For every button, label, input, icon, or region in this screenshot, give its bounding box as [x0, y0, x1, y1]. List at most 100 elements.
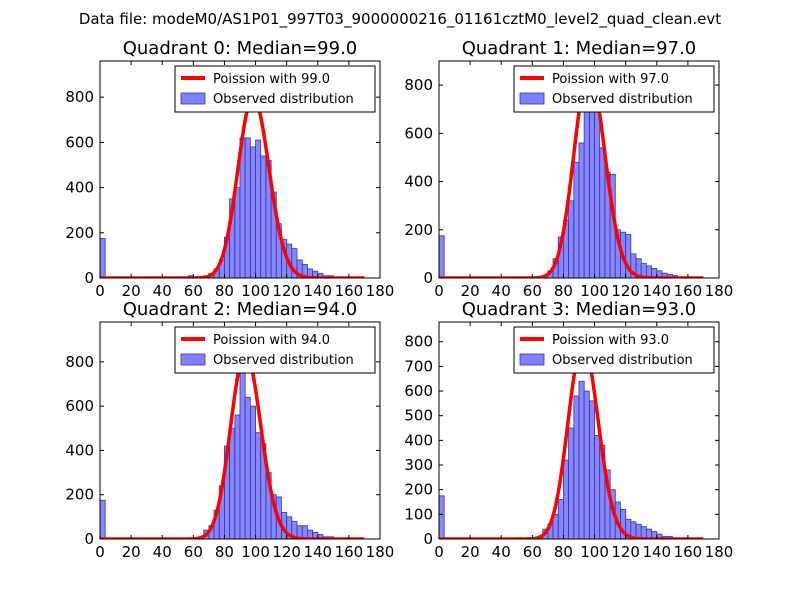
histogram-bar	[250, 146, 256, 278]
histogram-bar	[229, 427, 236, 539]
histogram-bar	[250, 405, 256, 539]
subplot-quadrant-3: 0 20 40 60 80 100 120 140 160 1800100200300400500…	[404, 299, 733, 561]
histogram-bar	[439, 495, 445, 539]
legend: Poission with 93.0 Observed distribution	[513, 326, 715, 374]
x-tick-label: 100	[580, 282, 609, 300]
x-tick-label: 0	[434, 282, 444, 300]
histogram-bar	[578, 380, 585, 539]
y-tick-label: 200	[404, 221, 433, 239]
y-tick-label: 0	[84, 530, 94, 548]
legend-poisson-label: Poission with 94.0	[213, 333, 330, 348]
x-tick-label: 0	[95, 282, 105, 300]
x-tick-label: 20	[122, 282, 141, 300]
y-tick-label: 800	[65, 353, 94, 371]
histogram-bar	[100, 499, 106, 539]
x-tick-label: 20	[461, 282, 480, 300]
x-tick-label: 80	[554, 543, 573, 561]
x-tick-label: 60	[523, 543, 542, 561]
legend-observed-label: Observed distribution	[213, 353, 354, 368]
x-tick-label: 80	[215, 282, 234, 300]
legend-poisson-label: Poission with 99.0	[213, 72, 330, 87]
y-tick-label: 800	[404, 333, 433, 351]
histogram-bar	[260, 155, 267, 278]
histogram-bar	[255, 432, 262, 539]
y-tick-label: 400	[65, 179, 94, 197]
axes-frame	[438, 60, 720, 279]
x-tick-label: 160	[335, 282, 364, 300]
subplot-title: Quadrant 3: Median=93.0	[462, 299, 697, 320]
y-tick-label: 600	[65, 397, 94, 415]
legend-observed-swatch	[519, 92, 545, 105]
legend: Poission with 94.0 Observed distribution	[174, 326, 376, 374]
subplots: 0 20 40 60 80 100 120 140 160 1800200400600800Qua…	[65, 38, 733, 561]
y-tick-label: 400	[404, 173, 433, 191]
y-tick-label: 200	[65, 486, 94, 504]
histogram-bar	[589, 104, 595, 278]
y-tick-label: 400	[404, 431, 433, 449]
x-tick-label: 0	[434, 543, 444, 561]
x-tick-label: 140	[642, 543, 671, 561]
legend: Poission with 97.0 Observed distribution	[513, 65, 715, 113]
subplot-title: Quadrant 2: Median=94.0	[123, 299, 358, 320]
subplot-quadrant-2: 0 20 40 60 80 100 120 140 160 180 0 200 400 600 800 Qua…	[65, 299, 394, 561]
y-tick-label: 200	[404, 481, 433, 499]
x-tick-label: 0	[95, 543, 105, 561]
legend-box	[174, 65, 376, 113]
x-tick-label: 100	[241, 282, 270, 300]
legend: Poission with 99.0 Observed distribution	[174, 65, 376, 113]
histogram-bars	[439, 380, 678, 539]
histogram-bar	[255, 139, 262, 278]
histogram-bar	[594, 104, 601, 278]
histogram-bar	[573, 161, 580, 278]
y-tick-label: 600	[404, 124, 433, 142]
histogram-bar	[578, 142, 585, 278]
histogram-bar	[100, 238, 106, 278]
poisson-curve	[439, 342, 704, 539]
legend-box	[174, 326, 376, 374]
legend-observed-label: Observed distribution	[552, 92, 693, 107]
legend-poisson-label: Poission with 93.0	[552, 333, 669, 348]
subplot-quadrant-0: 0 20 40 60 80 100 120 140 160 180 0 200 400 600 800 Qua…	[65, 38, 394, 300]
x-tick-label: 120	[611, 543, 640, 561]
y-tick-label: 0	[423, 269, 433, 287]
x-tick-label: 40	[153, 282, 172, 300]
y-tick-label: 600	[65, 133, 94, 151]
x-tick-label: 140	[642, 282, 671, 300]
x-tick-label: 180	[705, 543, 734, 561]
x-tick-label: 160	[674, 282, 703, 300]
histogram-bar	[594, 435, 601, 539]
x-tick-label: 160	[335, 543, 364, 561]
x-tick-label: 60	[184, 543, 203, 561]
x-tick-label: 180	[366, 543, 395, 561]
subplot-quadrant-1: 0 20 40 60 80 100 120 140 160 180 0 200 400 600 800 Qua…	[404, 38, 733, 300]
x-tick-label: 60	[523, 282, 542, 300]
histogram-bar	[439, 235, 445, 278]
y-tick-label: 500	[404, 407, 433, 425]
subplot-title: Quadrant 0: Median=99.0	[123, 38, 358, 59]
axes-frame	[438, 321, 720, 540]
histogram-bar	[573, 395, 580, 539]
legend-box	[513, 326, 715, 374]
histogram-bar	[557, 499, 564, 539]
legend-box	[513, 65, 715, 113]
y-tick-label: 400	[65, 441, 94, 459]
y-tick-label: 300	[404, 456, 433, 474]
histogram-bar	[244, 396, 251, 539]
legend-observed-swatch	[180, 92, 206, 105]
legend-observed-swatch	[180, 353, 206, 366]
y-tick-label: 800	[404, 76, 433, 94]
x-tick-label: 20	[461, 543, 480, 561]
x-tick-label: 120	[611, 282, 640, 300]
histogram-bar	[234, 414, 241, 539]
x-tick-label: 100	[241, 543, 270, 561]
y-tick-label: 0	[84, 269, 94, 287]
x-tick-label: 40	[492, 282, 511, 300]
x-tick-label: 80	[554, 282, 573, 300]
histogram-bar	[234, 187, 241, 278]
x-tick-label: 100	[580, 543, 609, 561]
x-tick-label: 180	[705, 282, 734, 300]
y-tick-label: 800	[65, 88, 94, 106]
y-tick-label: 600	[404, 382, 433, 400]
legend-observed-label: Observed distribution	[213, 92, 354, 107]
